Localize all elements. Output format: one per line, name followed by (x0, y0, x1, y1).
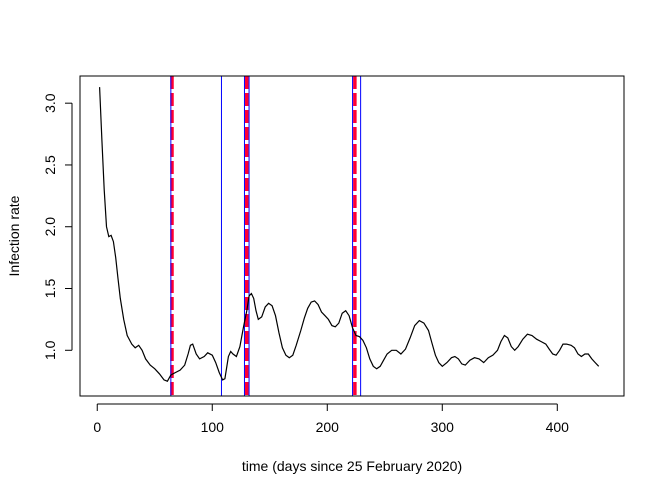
y-tick-label: 1.5 (42, 279, 58, 299)
y-tick-label: 2.0 (42, 217, 58, 237)
x-tick-label: 0 (93, 419, 101, 435)
x-tick-label: 100 (201, 419, 225, 435)
infection-rate-line (99, 87, 600, 382)
vertical-lines-group (170, 76, 362, 396)
x-tick-label: 400 (546, 419, 570, 435)
y-axis: 1.0 1.5 2.0 2.5 3.0 (42, 93, 73, 360)
y-tick-label: 3.0 (42, 93, 58, 113)
x-axis-label: time (days since 25 February 2020) (242, 458, 462, 474)
y-tick-label: 2.5 (42, 155, 58, 175)
x-axis: 0 100 200 300 400 (93, 403, 570, 435)
y-axis-label: Infection rate (6, 195, 22, 276)
plot-border (79, 75, 625, 397)
x-tick-label: 300 (431, 419, 455, 435)
y-tick-label: 1.0 (42, 340, 58, 360)
x-tick-label: 200 (316, 419, 340, 435)
